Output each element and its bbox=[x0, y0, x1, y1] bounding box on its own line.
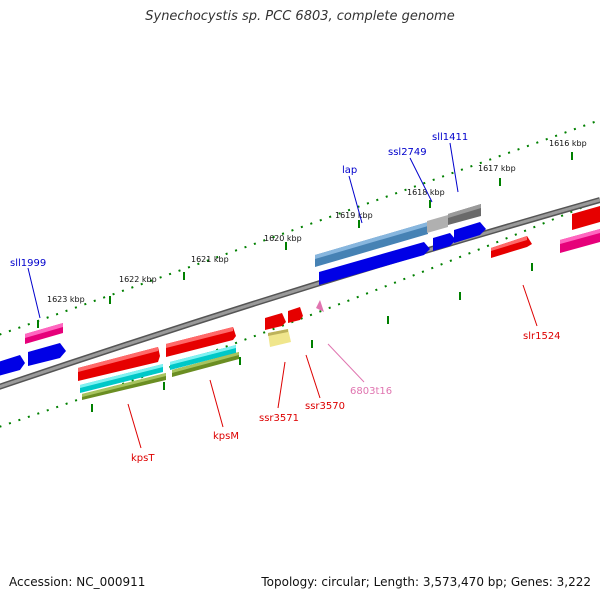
gene-ssl2749[interactable] bbox=[427, 215, 448, 233]
gene-ssl2749-blue-cds[interactable] bbox=[433, 233, 456, 251]
gene-lap-blue-cds[interactable] bbox=[319, 242, 430, 285]
gene-ssr3570[interactable] bbox=[288, 307, 303, 323]
gene-blue-left-2[interactable] bbox=[28, 343, 66, 366]
inner-major-ticks bbox=[91, 263, 533, 412]
label-slr1524[interactable]: slr1524 bbox=[523, 331, 561, 342]
genome-summary-text: Topology: circular; Length: 3,573,470 bp… bbox=[261, 575, 591, 589]
accession-text: Accession: NC_000911 bbox=[9, 575, 146, 589]
label-ssr3570[interactable]: ssr3570 bbox=[305, 401, 345, 412]
ruler-label-1623: 1623 kbp bbox=[47, 295, 85, 304]
gene-ssr3571[interactable] bbox=[265, 313, 286, 330]
gene-sll1411-blue-cds[interactable] bbox=[454, 222, 486, 243]
inner-ruler-track bbox=[0, 199, 600, 428]
leader-line-kpsT bbox=[127, 403, 142, 449]
ruler-label-1617: 1617 kbp bbox=[478, 164, 516, 173]
map-title: Synechocystis sp. PCC 6803, complete gen… bbox=[145, 9, 455, 24]
outer-major-ticks bbox=[37, 152, 573, 328]
gene-right-edge-red[interactable] bbox=[572, 206, 600, 230]
leader-line-sll1999 bbox=[27, 267, 41, 319]
label-sll1999[interactable]: sll1999 bbox=[10, 258, 46, 269]
leader-line-sll1411 bbox=[449, 142, 459, 193]
label-lap[interactable]: lap bbox=[342, 165, 357, 176]
leader-line-ssr3571 bbox=[277, 361, 286, 409]
leader-line-slr1524 bbox=[522, 284, 538, 327]
ruler-label-1621: 1621 kbp bbox=[191, 255, 229, 264]
label-kpsM[interactable]: kpsM bbox=[213, 431, 239, 442]
label-6803t16[interactable]: 6803t16 bbox=[350, 386, 392, 397]
leader-line-lap bbox=[348, 175, 363, 224]
leader-line-ssl2749 bbox=[409, 157, 433, 203]
gene-blue-left-edge[interactable] bbox=[0, 355, 25, 376]
ruler-label-1619: 1619 kbp bbox=[335, 211, 373, 220]
ruler-label-1622: 1622 kbp bbox=[119, 275, 157, 284]
label-ssr3571[interactable]: ssr3571 bbox=[259, 413, 299, 424]
leader-line-ssr3570 bbox=[305, 354, 321, 399]
leader-line-kpsM bbox=[209, 379, 224, 428]
ruler-label-1616: 1616 kbp bbox=[549, 139, 587, 148]
leader-line-6803t16 bbox=[327, 343, 365, 383]
gene-6803t16[interactable] bbox=[316, 300, 324, 312]
ruler-label-1618: 1618 kbp bbox=[407, 188, 445, 197]
label-sll1411[interactable]: sll1411 bbox=[432, 132, 468, 143]
label-kpsT[interactable]: kpsT bbox=[131, 453, 155, 464]
label-ssl2749[interactable]: ssl2749 bbox=[388, 147, 427, 158]
genome-backbone bbox=[0, 197, 600, 390]
ruler-label-1620: 1620 kbp bbox=[264, 234, 302, 243]
